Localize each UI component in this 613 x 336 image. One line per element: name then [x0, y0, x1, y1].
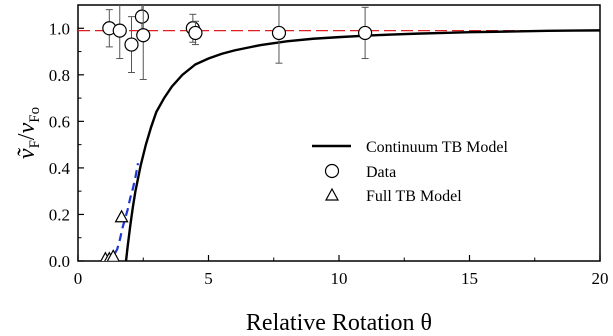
full-tb-point	[114, 209, 129, 223]
legend-marker-full-tb	[324, 187, 340, 201]
data-point	[188, 25, 203, 41]
legend-label-full-tb: Full TB Model	[366, 188, 462, 205]
y-tick-label: 0.6	[49, 112, 70, 131]
x-tick-label: 5	[204, 269, 213, 288]
data-point	[358, 25, 373, 41]
x-axis-label: Relative Rotation θ	[246, 310, 432, 336]
y-label-a: ṽ	[14, 147, 40, 159]
data-point	[271, 25, 287, 41]
y-label-b: v	[14, 122, 40, 133]
x-tick-label: 20	[592, 269, 609, 288]
data-point	[134, 9, 150, 24]
y-tick-label: 0.8	[49, 66, 70, 85]
svg-text:ṽF/vFo: ṽF/vFo	[14, 107, 43, 159]
y-tick-label: 0.4	[49, 159, 71, 178]
y-tick-label: 1.0	[49, 19, 70, 38]
series-layer	[78, 5, 600, 261]
axis-ticks: 0 5 10 15 20 0.0 0.2 0.4 0.6 0.8 1.0	[49, 4, 609, 288]
data-point	[136, 28, 151, 43]
plot-area	[77, 4, 601, 262]
y-axis-label: ṽF/vFo	[14, 107, 43, 159]
legend-label-data: Data	[366, 164, 396, 181]
x-tick-label: 0	[74, 269, 83, 288]
legend: Continuum TB Model Data Full TB Model	[312, 139, 508, 205]
y-label-slash: /	[14, 133, 40, 140]
full-tb-point	[106, 249, 120, 261]
x-tick-label: 10	[331, 269, 348, 288]
series-blue-dashed-curve	[105, 163, 140, 261]
series-continuum-tb-model	[124, 29, 600, 261]
data-point	[124, 37, 139, 52]
data-point	[112, 23, 127, 38]
legend-marker-data	[324, 163, 340, 179]
y-tick-label: 0.2	[49, 205, 70, 224]
y-tick-label: 0.0	[49, 252, 70, 271]
plot-frame	[77, 4, 601, 262]
y-label-b-sub: Fo	[27, 107, 43, 123]
legend-label-continuum: Continuum TB Model	[366, 139, 508, 156]
x-tick-label: 15	[461, 269, 478, 288]
y-label-a-sub: F	[27, 140, 43, 148]
